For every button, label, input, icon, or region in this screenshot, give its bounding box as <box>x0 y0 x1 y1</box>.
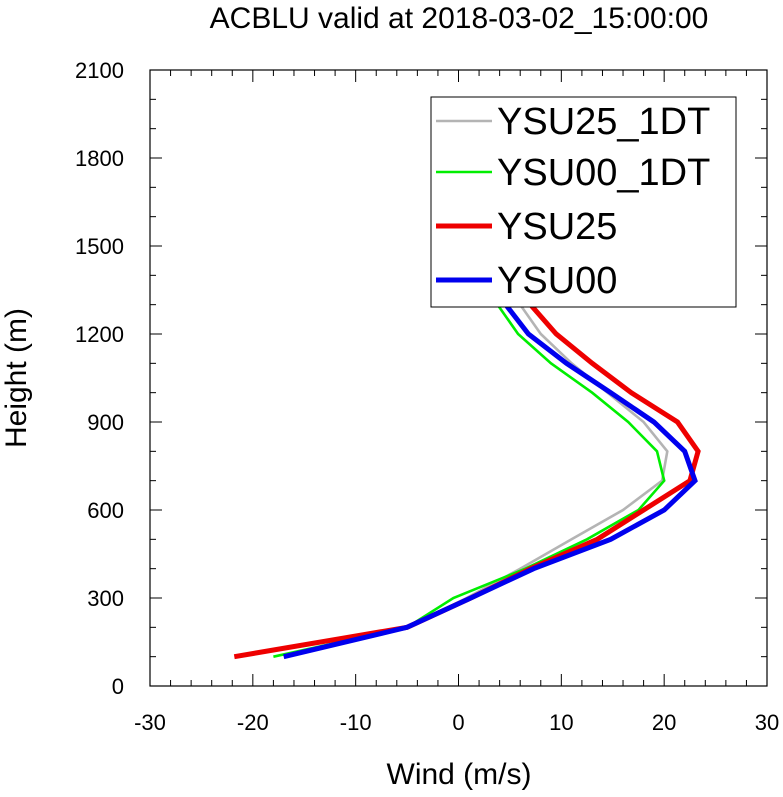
y-tick-label: 900 <box>87 410 124 435</box>
y-tick-label: 1800 <box>75 146 124 171</box>
x-tick-label: -20 <box>237 710 269 735</box>
x-axis-label: Wind (m/s) <box>387 758 532 791</box>
y-tick-label: 300 <box>87 586 124 611</box>
y-axis-label: Height (m) <box>0 308 33 448</box>
x-tick-label: -30 <box>134 710 166 735</box>
y-tick-label: 0 <box>112 674 124 699</box>
y-tick-labels: 0 300 600 900 1200 1500 1800 2100 <box>75 58 124 699</box>
axis-ticks <box>149 69 768 687</box>
x-tick-label: -10 <box>340 710 372 735</box>
x-tick-label: 30 <box>755 710 779 735</box>
legend: YSU25_1DT YSU00_1DT YSU25 YSU00 <box>430 96 737 308</box>
y-tick-label: 600 <box>87 498 124 523</box>
x-tick-labels: -30 -20 -10 0 10 20 30 <box>134 710 779 735</box>
legend-label-ysu25: YSU25 <box>497 206 617 248</box>
legend-label-ysu25-1dt: YSU25_1DT <box>497 101 710 143</box>
legend-label-ysu00-1dt: YSU00_1DT <box>497 152 710 194</box>
y-tick-label: 2100 <box>75 58 124 83</box>
chart-title: ACBLU valid at 2018-03-02_15:00:00 <box>210 2 709 35</box>
y-tick-label: 1200 <box>75 322 124 347</box>
legend-label-ysu00: YSU00 <box>497 260 617 302</box>
y-tick-label: 1500 <box>75 234 124 259</box>
legend-box <box>430 96 737 308</box>
x-tick-label: 10 <box>549 710 573 735</box>
x-tick-label: 0 <box>452 710 464 735</box>
legend-items: YSU25_1DT YSU00_1DT YSU25 YSU00 <box>436 101 710 302</box>
x-tick-label: 20 <box>652 710 676 735</box>
